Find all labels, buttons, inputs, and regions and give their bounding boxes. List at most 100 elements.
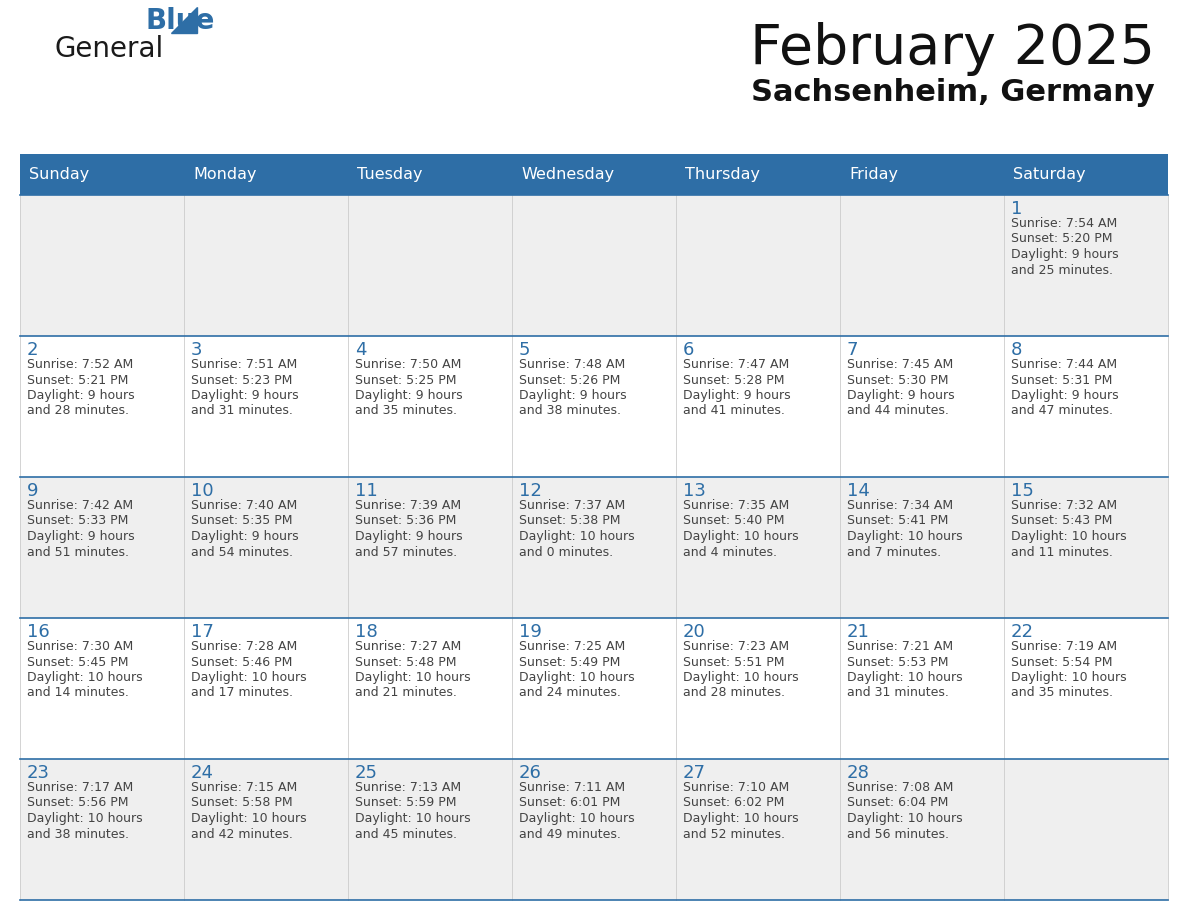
Text: 10: 10 xyxy=(191,482,214,500)
Text: and 31 minutes.: and 31 minutes. xyxy=(847,687,949,700)
Text: and 17 minutes.: and 17 minutes. xyxy=(191,687,293,700)
Text: Sunset: 5:51 PM: Sunset: 5:51 PM xyxy=(683,655,784,668)
Text: and 4 minutes.: and 4 minutes. xyxy=(683,545,777,558)
Bar xyxy=(20,618,1168,759)
Text: Sunset: 5:41 PM: Sunset: 5:41 PM xyxy=(847,514,948,528)
Text: and 47 minutes.: and 47 minutes. xyxy=(1011,405,1113,418)
Text: and 7 minutes.: and 7 minutes. xyxy=(847,545,941,558)
Text: and 11 minutes.: and 11 minutes. xyxy=(1011,545,1113,558)
Text: 4: 4 xyxy=(355,341,367,359)
Text: 12: 12 xyxy=(519,482,542,500)
Text: Sunrise: 7:35 AM: Sunrise: 7:35 AM xyxy=(683,499,789,512)
Text: Daylight: 9 hours: Daylight: 9 hours xyxy=(355,530,462,543)
Text: Sunrise: 7:32 AM: Sunrise: 7:32 AM xyxy=(1011,499,1117,512)
Text: 25: 25 xyxy=(355,764,378,782)
Text: Sunset: 5:31 PM: Sunset: 5:31 PM xyxy=(1011,374,1112,386)
Text: Sunset: 5:20 PM: Sunset: 5:20 PM xyxy=(1011,232,1112,245)
Text: and 42 minutes.: and 42 minutes. xyxy=(191,827,293,841)
Text: 11: 11 xyxy=(355,482,378,500)
Text: 8: 8 xyxy=(1011,341,1023,359)
Text: and 41 minutes.: and 41 minutes. xyxy=(683,405,785,418)
Text: Friday: Friday xyxy=(849,167,898,183)
Text: Daylight: 10 hours: Daylight: 10 hours xyxy=(355,812,470,825)
Text: Sunset: 5:21 PM: Sunset: 5:21 PM xyxy=(27,374,128,386)
Text: Sunset: 5:28 PM: Sunset: 5:28 PM xyxy=(683,374,784,386)
Text: Daylight: 10 hours: Daylight: 10 hours xyxy=(847,812,962,825)
Text: Sunset: 5:48 PM: Sunset: 5:48 PM xyxy=(355,655,456,668)
Text: Daylight: 10 hours: Daylight: 10 hours xyxy=(191,671,307,684)
Text: Daylight: 9 hours: Daylight: 9 hours xyxy=(191,389,298,402)
Bar xyxy=(20,155,1168,195)
Text: Daylight: 9 hours: Daylight: 9 hours xyxy=(683,389,791,402)
Text: Daylight: 10 hours: Daylight: 10 hours xyxy=(27,671,143,684)
Text: 9: 9 xyxy=(27,482,38,500)
Text: Sunrise: 7:30 AM: Sunrise: 7:30 AM xyxy=(27,640,133,653)
Text: and 14 minutes.: and 14 minutes. xyxy=(27,687,128,700)
Text: 2: 2 xyxy=(27,341,38,359)
Text: and 35 minutes.: and 35 minutes. xyxy=(1011,687,1113,700)
Text: 15: 15 xyxy=(1011,482,1034,500)
Text: Sunrise: 7:51 AM: Sunrise: 7:51 AM xyxy=(191,358,297,371)
Text: and 0 minutes.: and 0 minutes. xyxy=(519,545,613,558)
Text: and 49 minutes.: and 49 minutes. xyxy=(519,827,621,841)
Text: Daylight: 10 hours: Daylight: 10 hours xyxy=(847,530,962,543)
Text: 21: 21 xyxy=(847,623,870,641)
Text: 20: 20 xyxy=(683,623,706,641)
Text: Daylight: 10 hours: Daylight: 10 hours xyxy=(847,671,962,684)
Text: and 54 minutes.: and 54 minutes. xyxy=(191,545,293,558)
Text: 19: 19 xyxy=(519,623,542,641)
Text: Sunrise: 7:54 AM: Sunrise: 7:54 AM xyxy=(1011,217,1117,230)
Text: Sunrise: 7:13 AM: Sunrise: 7:13 AM xyxy=(355,781,461,794)
Text: Daylight: 9 hours: Daylight: 9 hours xyxy=(27,389,134,402)
Text: Sunrise: 7:15 AM: Sunrise: 7:15 AM xyxy=(191,781,297,794)
Text: Sunrise: 7:45 AM: Sunrise: 7:45 AM xyxy=(847,358,953,371)
Text: and 35 minutes.: and 35 minutes. xyxy=(355,405,457,418)
Text: Sunrise: 7:50 AM: Sunrise: 7:50 AM xyxy=(355,358,461,371)
Text: Daylight: 10 hours: Daylight: 10 hours xyxy=(27,812,143,825)
Text: Sunset: 5:45 PM: Sunset: 5:45 PM xyxy=(27,655,128,668)
Text: Saturday: Saturday xyxy=(1013,167,1086,183)
Text: Sunrise: 7:27 AM: Sunrise: 7:27 AM xyxy=(355,640,461,653)
Text: February 2025: February 2025 xyxy=(750,22,1155,76)
Text: 26: 26 xyxy=(519,764,542,782)
Text: Sunrise: 7:28 AM: Sunrise: 7:28 AM xyxy=(191,640,297,653)
Text: Daylight: 10 hours: Daylight: 10 hours xyxy=(1011,530,1126,543)
Text: and 38 minutes.: and 38 minutes. xyxy=(27,827,129,841)
Text: Sunrise: 7:23 AM: Sunrise: 7:23 AM xyxy=(683,640,789,653)
Text: Sunset: 5:54 PM: Sunset: 5:54 PM xyxy=(1011,655,1112,668)
Text: Sunset: 5:38 PM: Sunset: 5:38 PM xyxy=(519,514,620,528)
Text: Daylight: 10 hours: Daylight: 10 hours xyxy=(683,812,798,825)
Text: Sunrise: 7:52 AM: Sunrise: 7:52 AM xyxy=(27,358,133,371)
Text: Sunday: Sunday xyxy=(29,167,89,183)
Text: and 25 minutes.: and 25 minutes. xyxy=(1011,263,1113,276)
Text: Sunrise: 7:25 AM: Sunrise: 7:25 AM xyxy=(519,640,625,653)
Text: Daylight: 9 hours: Daylight: 9 hours xyxy=(27,530,134,543)
Text: Sunset: 6:02 PM: Sunset: 6:02 PM xyxy=(683,797,784,810)
Text: Sunrise: 7:17 AM: Sunrise: 7:17 AM xyxy=(27,781,133,794)
Text: Sunrise: 7:11 AM: Sunrise: 7:11 AM xyxy=(519,781,625,794)
Text: Daylight: 9 hours: Daylight: 9 hours xyxy=(191,530,298,543)
Text: 28: 28 xyxy=(847,764,870,782)
Text: Daylight: 9 hours: Daylight: 9 hours xyxy=(1011,389,1119,402)
Text: 27: 27 xyxy=(683,764,706,782)
Text: Daylight: 10 hours: Daylight: 10 hours xyxy=(683,530,798,543)
Text: Sunrise: 7:42 AM: Sunrise: 7:42 AM xyxy=(27,499,133,512)
Text: Sunrise: 7:39 AM: Sunrise: 7:39 AM xyxy=(355,499,461,512)
Text: and 52 minutes.: and 52 minutes. xyxy=(683,827,785,841)
Text: 23: 23 xyxy=(27,764,50,782)
Text: 22: 22 xyxy=(1011,623,1034,641)
Text: Thursday: Thursday xyxy=(685,167,760,183)
Text: and 51 minutes.: and 51 minutes. xyxy=(27,545,129,558)
Text: Sunrise: 7:10 AM: Sunrise: 7:10 AM xyxy=(683,781,789,794)
Text: Sunset: 5:43 PM: Sunset: 5:43 PM xyxy=(1011,514,1112,528)
Text: Wednesday: Wednesday xyxy=(522,167,614,183)
Text: 5: 5 xyxy=(519,341,531,359)
Text: Daylight: 10 hours: Daylight: 10 hours xyxy=(355,671,470,684)
Text: 1: 1 xyxy=(1011,200,1023,218)
Bar xyxy=(20,477,1168,618)
Text: and 28 minutes.: and 28 minutes. xyxy=(27,405,129,418)
Text: Sunset: 5:56 PM: Sunset: 5:56 PM xyxy=(27,797,128,810)
Text: 6: 6 xyxy=(683,341,694,359)
Bar xyxy=(20,336,1168,477)
Text: and 57 minutes.: and 57 minutes. xyxy=(355,545,457,558)
